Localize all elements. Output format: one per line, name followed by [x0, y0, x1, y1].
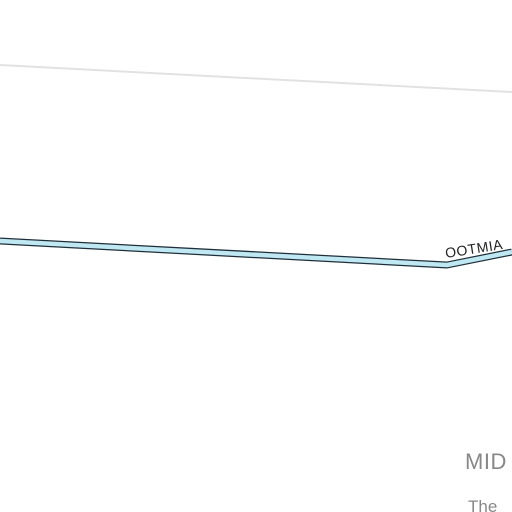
sub-label: The: [468, 497, 498, 512]
boundary-line: [0, 64, 512, 93]
area-label: MID: [465, 449, 507, 474]
road[interactable]: [0, 238, 512, 268]
